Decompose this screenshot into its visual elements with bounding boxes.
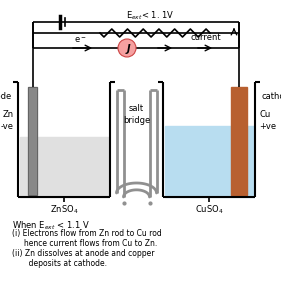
Text: E$_{ext}$< 1. 1V: E$_{ext}$< 1. 1V xyxy=(126,10,175,22)
Text: anode: anode xyxy=(0,92,12,101)
Text: hence current flows from Cu to Zn.: hence current flows from Cu to Zn. xyxy=(12,239,157,248)
Text: Cu
+ve: Cu +ve xyxy=(259,110,276,131)
Text: CuSO$_4$: CuSO$_4$ xyxy=(195,203,223,215)
Bar xyxy=(164,126,253,197)
Text: Zn
-ve: Zn -ve xyxy=(1,110,14,131)
Bar xyxy=(19,137,108,197)
Text: (i) Electrons flow from Zn rod to Cu rod: (i) Electrons flow from Zn rod to Cu rod xyxy=(12,229,162,238)
Text: When E$_{ext}$ < 1.1 V: When E$_{ext}$ < 1.1 V xyxy=(12,219,90,232)
Bar xyxy=(231,87,247,195)
Text: cathode: cathode xyxy=(261,92,281,101)
Text: deposits at cathode.: deposits at cathode. xyxy=(12,259,107,268)
Circle shape xyxy=(118,39,136,57)
Text: J: J xyxy=(126,44,130,54)
Text: e$^-$: e$^-$ xyxy=(74,35,86,45)
Text: salt
bridge: salt bridge xyxy=(123,104,150,125)
Text: ZnSO$_4$: ZnSO$_4$ xyxy=(50,203,78,215)
Text: current: current xyxy=(190,33,221,42)
Bar xyxy=(28,87,37,195)
Text: (ii) Zn dissolves at anode and copper: (ii) Zn dissolves at anode and copper xyxy=(12,249,155,258)
